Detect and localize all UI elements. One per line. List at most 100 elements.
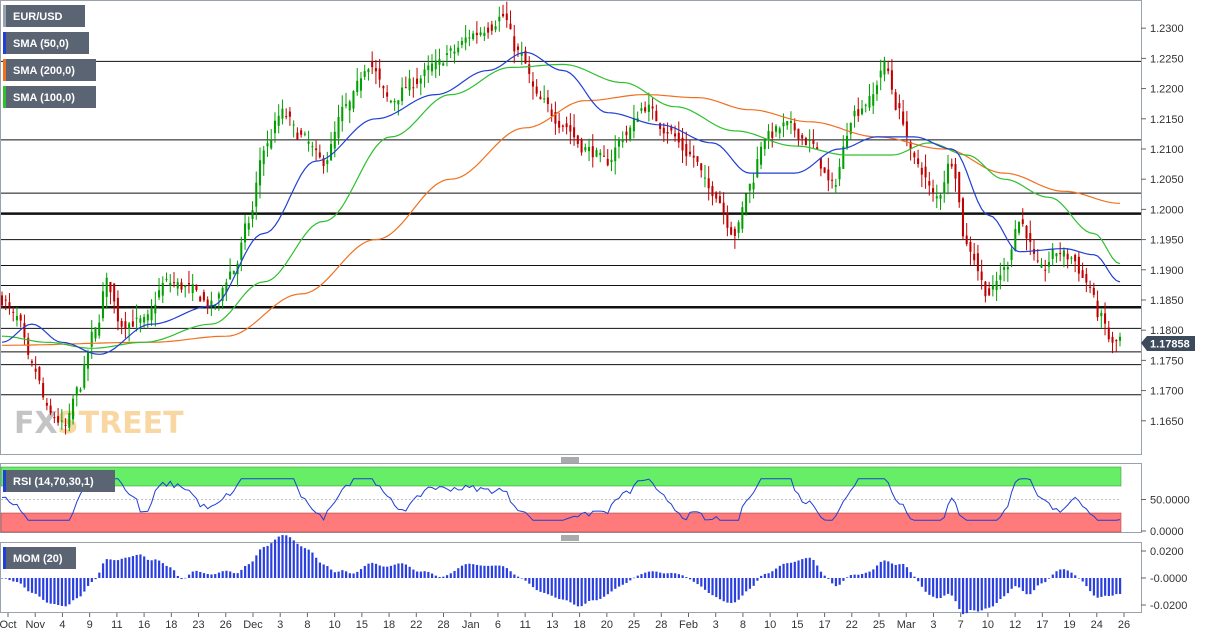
candle-body [307, 141, 310, 144]
candle-body [176, 282, 179, 289]
time-tick-label: 26 [1118, 619, 1130, 631]
mom-bar [606, 578, 609, 595]
mom-bar [367, 563, 370, 578]
candle-body [629, 127, 632, 140]
mom-bar [640, 574, 643, 578]
mom-bar [827, 578, 830, 579]
mom-bar [431, 573, 434, 578]
candle-body [868, 96, 871, 108]
candle-body [849, 122, 852, 134]
rsi-tick-label: 50.0000 [1150, 495, 1190, 507]
mom-bar [94, 578, 97, 580]
mom-bar [438, 576, 441, 578]
candle-body [857, 109, 860, 117]
legend-sma100[interactable]: SMA (100,0) [3, 86, 96, 108]
candle-body [711, 186, 714, 197]
candle-body [513, 36, 516, 52]
mom-bar [199, 571, 202, 578]
legend-mom[interactable]: MOM (20) [3, 547, 76, 569]
candle-body [1070, 257, 1073, 259]
price-tick-label: 1.2000 [1150, 204, 1184, 216]
mom-bar [247, 564, 250, 578]
candle-body [726, 213, 729, 228]
mom-bar [4, 578, 7, 579]
candle-body [745, 193, 748, 213]
mom-bar [756, 578, 759, 581]
candle-body [273, 120, 276, 134]
mom-bar [460, 565, 464, 578]
candle-body [995, 280, 998, 291]
candle-body [655, 110, 658, 122]
mom-bar [565, 578, 568, 601]
legend-symbol[interactable]: EUR/USD [3, 5, 85, 27]
candle-body [101, 291, 104, 319]
mom-bar [161, 563, 164, 578]
candle-body [823, 167, 826, 173]
mom-bar [928, 578, 931, 595]
mom-bar [961, 578, 965, 615]
mom-bar [374, 563, 378, 578]
mom-bar [771, 571, 774, 578]
candle-body [146, 314, 149, 321]
mom-bar [296, 543, 299, 578]
legend-rsi[interactable]: RSI (14,70,30,1) [3, 470, 115, 492]
candle-body [247, 223, 250, 230]
mom-bar [917, 578, 920, 582]
mom-bar [1044, 578, 1047, 583]
legend-sma50[interactable]: SMA (50,0) [3, 32, 89, 54]
mom-bar [741, 578, 744, 596]
mom-bar [131, 556, 135, 578]
candle-body [771, 131, 774, 138]
mom-bar [109, 559, 112, 578]
candle-body [838, 166, 841, 180]
mom-bar [509, 571, 512, 578]
time-tick-label: Jan [462, 619, 480, 631]
mom-bar [434, 575, 437, 578]
candle-body [681, 137, 684, 151]
panel-splitter-1[interactable] [561, 457, 579, 463]
price-axis: 1.2300 1.2250 1.2200 1.2150 1.2100 1.2050 1.20… [1141, 23, 1184, 428]
mom-bar [23, 578, 26, 588]
mom-bar [935, 578, 938, 599]
time-tick-label: 3 [277, 619, 283, 631]
mom-bar [1, 578, 4, 579]
mom-bar [101, 563, 105, 578]
candle-body [509, 23, 512, 30]
mom-bar [8, 578, 11, 581]
candle-body [330, 144, 333, 161]
mom-bar [737, 578, 740, 600]
mom-bar [573, 578, 576, 605]
candle-body [1104, 313, 1107, 324]
mom-bar [262, 546, 265, 578]
mom-bar [322, 564, 325, 578]
mom-bar [42, 578, 45, 600]
mom-bar [206, 574, 209, 578]
time-tick-label: 18 [573, 619, 585, 631]
candle-body [1006, 267, 1009, 270]
mom-bar [311, 552, 314, 578]
candle-body [38, 366, 41, 381]
candle-body [576, 135, 579, 144]
mom-bar [214, 574, 217, 578]
candle-body [90, 331, 93, 347]
mom-bar [416, 571, 419, 578]
candle-body [662, 127, 665, 134]
mom-bar [348, 573, 351, 578]
panel-splitter-2[interactable] [561, 535, 579, 541]
time-tick-label: 17 [1036, 619, 1048, 631]
legend-sma200[interactable]: SMA (200,0) [3, 59, 96, 81]
mom-bar [150, 560, 153, 578]
time-tick-label: 3 [713, 619, 719, 631]
mom-bar [662, 573, 666, 578]
time-tick-label: 19 [1063, 619, 1075, 631]
mom-bar [703, 578, 707, 590]
candle-body [487, 27, 490, 33]
candle-body [60, 420, 63, 422]
mom-bar [528, 578, 531, 584]
mom-bar [1111, 578, 1114, 596]
mom-bar [281, 535, 284, 578]
legend-sma200-label: SMA (200,0) [13, 65, 75, 77]
rsi-axis: 50.0000 0.0000 [1141, 495, 1190, 538]
mom-bar [659, 572, 662, 578]
candle-body [1047, 262, 1050, 267]
